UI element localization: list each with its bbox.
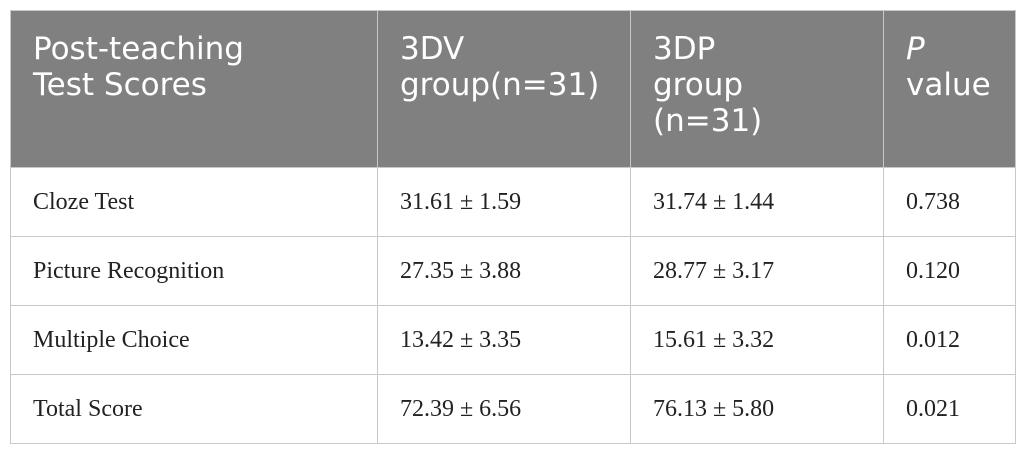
header-row: Post-teaching Test Scores 3DV group(n=31) 3D… xyxy=(10,10,1016,168)
header-text: 3DP xyxy=(653,31,716,67)
header-cell: 3DP group (n=31) xyxy=(630,10,884,168)
table-cell: 0.021 xyxy=(883,374,1016,444)
table-cell: Multiple Choice xyxy=(10,305,378,375)
header-text: group(n=31) xyxy=(400,67,600,103)
table-cell: 0.120 xyxy=(883,236,1016,306)
table-cell: 15.61 ± 3.32 xyxy=(630,305,884,375)
header-text: 3DV xyxy=(400,31,465,67)
table-cell: 0.012 xyxy=(883,305,1016,375)
header-text: Post-teaching xyxy=(33,31,244,67)
table-row: Total Score 72.39 ± 6.56 76.13 ± 5.80 0.021 xyxy=(10,374,1016,444)
table-cell: 13.42 ± 3.35 xyxy=(377,305,631,375)
table-row: Picture Recognition 27.35 ± 3.88 28.77 ± 3… xyxy=(10,236,1016,306)
table-cell: 76.13 ± 5.80 xyxy=(630,374,884,444)
table-row: Cloze Test 31.61 ± 1.59 31.74 ± 1.44 0.738 xyxy=(10,167,1016,237)
table-row: Multiple Choice 13.42 ± 3.35 15.61 ± 3.32 0… xyxy=(10,305,1016,375)
table-cell: 72.39 ± 6.56 xyxy=(377,374,631,444)
table-cell: 0.738 xyxy=(883,167,1016,237)
table-cell: 31.74 ± 1.44 xyxy=(630,167,884,237)
header-text: value xyxy=(906,67,991,103)
table-cell: 31.61 ± 1.59 xyxy=(377,167,631,237)
table-cell: 28.77 ± 3.17 xyxy=(630,236,884,306)
table-cell: Picture Recognition xyxy=(10,236,378,306)
header-cell: Post-teaching Test Scores xyxy=(10,10,378,168)
header-text: (n=31) xyxy=(653,103,763,139)
results-table: Post-teaching Test Scores 3DV group(n=31) 3D… xyxy=(10,10,1016,444)
table-cell: Total Score xyxy=(10,374,378,444)
header-text: P xyxy=(906,31,925,67)
table-body: Cloze Test 31.61 ± 1.59 31.74 ± 1.44 0.738 P… xyxy=(10,167,1016,444)
header-text: group xyxy=(653,67,744,103)
table-cell: 27.35 ± 3.88 xyxy=(377,236,631,306)
table-cell: Cloze Test xyxy=(10,167,378,237)
header-cell: 3DV group(n=31) xyxy=(377,10,631,168)
header-text: Test Scores xyxy=(33,67,207,103)
